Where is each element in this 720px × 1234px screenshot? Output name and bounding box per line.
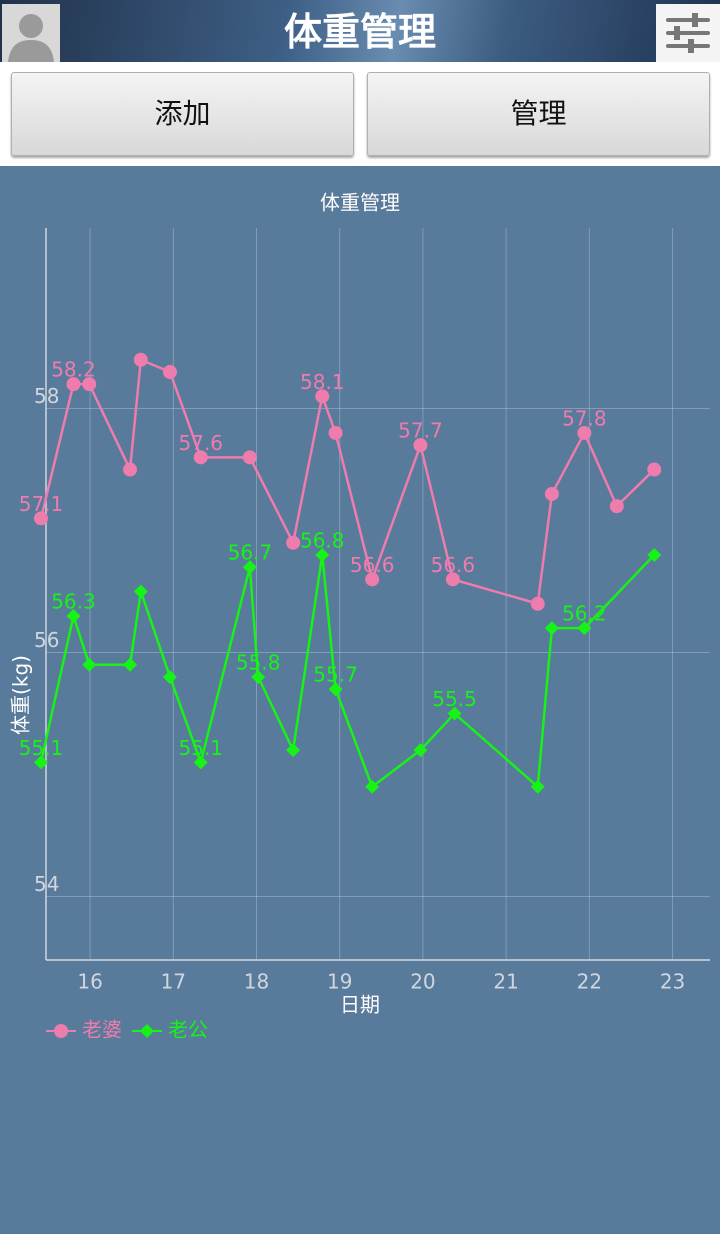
x-tick-label: 23	[660, 970, 685, 994]
data-label: 57.8	[562, 406, 607, 430]
data-point	[328, 682, 343, 697]
legend-label: 老公	[168, 1018, 208, 1042]
data-point	[34, 511, 49, 526]
series-line	[39, 554, 656, 790]
data-point	[577, 621, 592, 636]
settings-icon	[666, 13, 710, 53]
data-point	[286, 535, 301, 550]
data-point	[647, 547, 662, 562]
data-point	[544, 621, 559, 636]
data-point	[123, 657, 138, 672]
series-line	[39, 357, 656, 606]
data-point	[413, 743, 428, 758]
avatar-icon	[8, 14, 54, 62]
data-point	[34, 755, 49, 770]
chart-title: 体重管理	[320, 191, 400, 215]
data-point	[445, 572, 460, 587]
data-label: 57.6	[179, 431, 224, 455]
data-point	[193, 450, 208, 465]
data-label: 56.6	[431, 553, 476, 577]
x-tick-label: 17	[161, 970, 186, 994]
data-point	[365, 572, 380, 587]
data-label: 56.3	[51, 589, 96, 613]
data-point	[242, 450, 257, 465]
y-axis-label: 体重(kg)	[9, 655, 33, 735]
data-point	[242, 560, 257, 575]
x-tick-label: 22	[577, 970, 602, 994]
legend-marker	[140, 1024, 154, 1038]
data-label: 55.1	[179, 736, 224, 760]
data-point	[609, 499, 624, 514]
data-label: 55.5	[432, 687, 477, 711]
data-point	[162, 364, 177, 379]
x-tick-label: 19	[327, 970, 352, 994]
data-point	[162, 669, 177, 684]
data-label: 58.1	[300, 370, 345, 394]
add-button[interactable]: 添加	[11, 72, 354, 156]
data-label: 56.2	[562, 602, 607, 626]
x-axis-label: 日期	[340, 993, 380, 1017]
data-point	[328, 425, 343, 440]
y-tick-label: 58	[34, 384, 59, 408]
data-point	[447, 706, 462, 721]
data-label: 58.2	[51, 358, 96, 382]
app-title: 体重管理	[283, 10, 436, 54]
data-label: 55.7	[313, 663, 358, 687]
data-label: 55.8	[236, 650, 281, 674]
data-point	[577, 425, 592, 440]
data-point	[544, 486, 559, 501]
manage-button[interactable]: 管理	[367, 72, 710, 156]
y-tick-label: 54	[34, 872, 59, 896]
data-point	[647, 462, 662, 477]
data-point	[530, 596, 545, 611]
data-point	[315, 547, 330, 562]
legend-marker	[54, 1024, 68, 1038]
data-label: 57.1	[19, 492, 64, 516]
data-point	[133, 352, 148, 367]
data-point	[66, 377, 81, 392]
data-label: 56.7	[228, 541, 273, 565]
data-point	[413, 438, 428, 453]
x-tick-label: 16	[77, 970, 102, 994]
data-label: 55.1	[19, 736, 64, 760]
data-point	[193, 755, 208, 770]
data-point	[365, 779, 380, 794]
data-point	[133, 584, 148, 599]
avatar[interactable]	[2, 4, 60, 62]
data-label: 56.8	[300, 528, 345, 552]
data-point	[82, 657, 97, 672]
x-tick-label: 20	[410, 970, 435, 994]
settings-button[interactable]	[656, 4, 720, 62]
y-tick-label: 56	[34, 628, 59, 652]
x-tick-label: 21	[493, 970, 518, 994]
data-label: 57.7	[398, 419, 443, 443]
chart-background	[0, 166, 720, 1234]
legend-label: 老婆	[82, 1018, 122, 1042]
data-point	[315, 389, 330, 404]
data-point	[66, 608, 81, 623]
x-tick-label: 18	[244, 970, 269, 994]
data-point	[251, 669, 266, 684]
data-label: 56.6	[350, 553, 395, 577]
data-point	[286, 743, 301, 758]
data-point	[82, 377, 97, 392]
data-point	[123, 462, 138, 477]
data-point	[530, 779, 545, 794]
top-bar: 体重管理	[0, 0, 720, 62]
